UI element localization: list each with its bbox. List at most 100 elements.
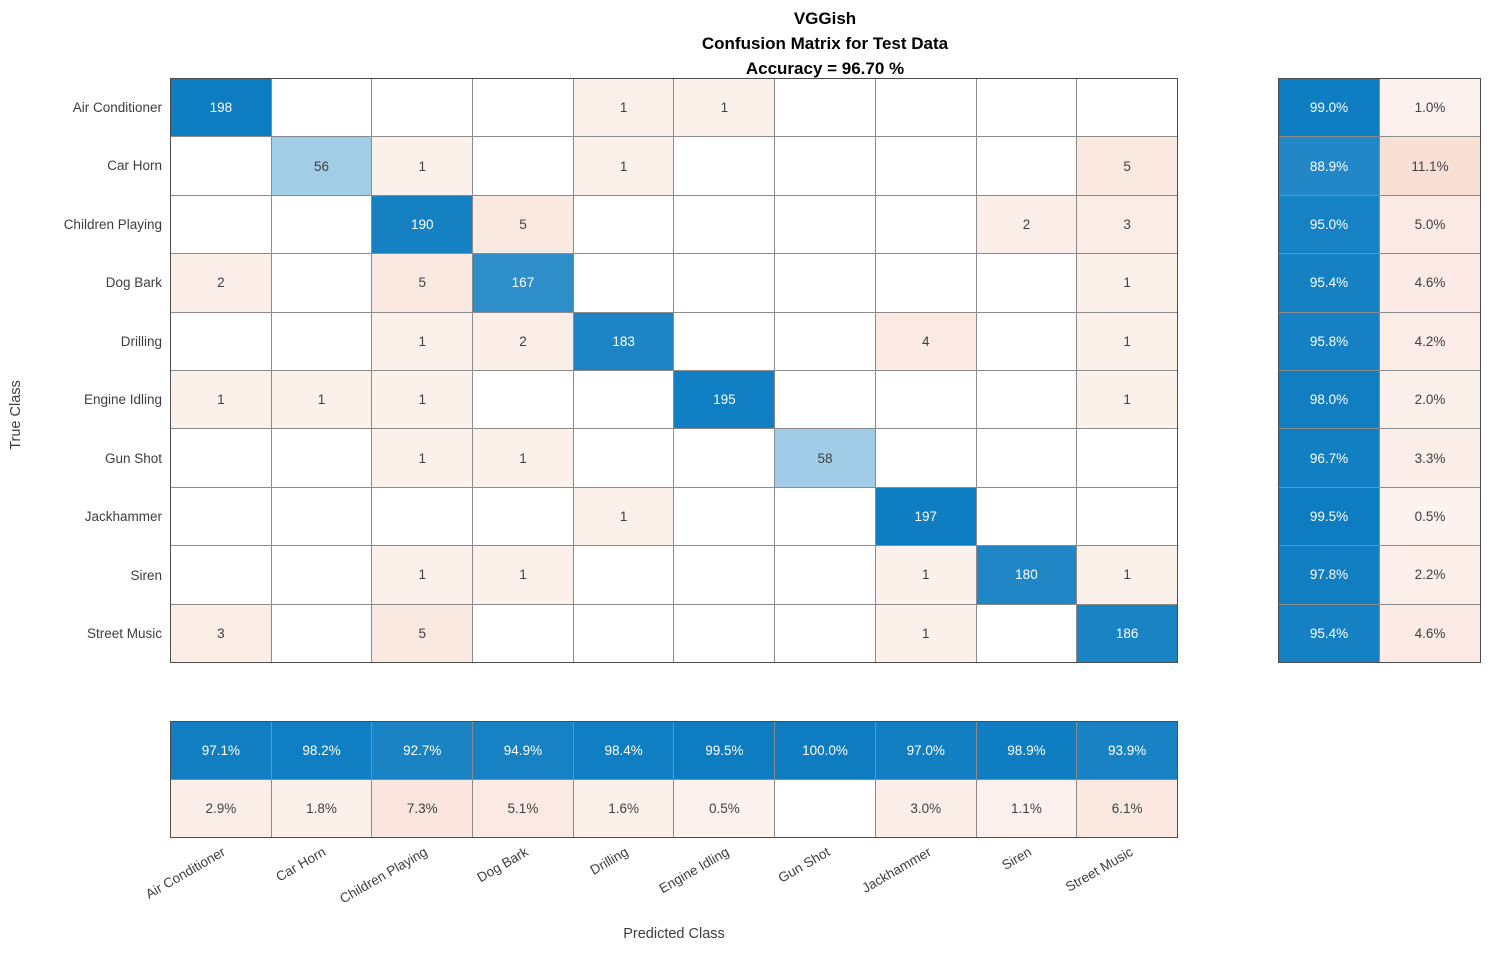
matrix-cell: 1 xyxy=(271,371,372,429)
matrix-cell xyxy=(271,195,372,254)
matrix-cell: 180 xyxy=(976,546,1077,604)
row-summary-incorrect-cell: 4.6% xyxy=(1380,604,1480,662)
matrix-cell xyxy=(875,429,976,487)
y-tick-label: Dog Bark xyxy=(105,275,162,291)
matrix-cell xyxy=(473,487,573,546)
matrix-cell xyxy=(171,137,271,195)
matrix-cell: 167 xyxy=(473,254,573,312)
matrix-cell: 3 xyxy=(1077,195,1177,254)
matrix-cell xyxy=(573,546,674,604)
matrix-cell: 1 xyxy=(372,429,473,487)
matrix-cell xyxy=(775,79,875,137)
matrix-cell: 195 xyxy=(674,371,775,429)
matrix-cell xyxy=(976,429,1077,487)
matrix-cell: 2 xyxy=(976,195,1077,254)
matrix-cell: 56 xyxy=(271,137,372,195)
x-tick-label: Car Horn xyxy=(273,844,329,885)
matrix-cell: 5 xyxy=(1077,137,1177,195)
matrix-cell: 4 xyxy=(875,312,976,370)
matrix-cell xyxy=(775,137,875,195)
matrix-cell: 186 xyxy=(1077,604,1177,662)
col-summary-correct-cell: 98.2% xyxy=(271,722,372,779)
matrix-cell xyxy=(271,604,372,662)
matrix-cell xyxy=(775,371,875,429)
matrix-cell xyxy=(875,371,976,429)
matrix-cell: 1 xyxy=(372,312,473,370)
matrix-cell xyxy=(674,312,775,370)
matrix-cell xyxy=(976,487,1077,546)
matrix-cell xyxy=(573,604,674,662)
matrix-cell xyxy=(875,195,976,254)
matrix-cell xyxy=(171,312,271,370)
matrix-cell: 190 xyxy=(372,195,473,254)
matrix-cell: 1 xyxy=(573,137,674,195)
matrix-cell xyxy=(473,604,573,662)
row-summary-correct-cell: 95.4% xyxy=(1279,604,1379,662)
row-summary-incorrect-cell: 4.2% xyxy=(1380,312,1480,370)
row-summary-correct-cell: 98.0% xyxy=(1279,371,1379,429)
matrix-cell: 5 xyxy=(372,254,473,312)
row-summary-incorrect-cell: 5.0% xyxy=(1380,195,1480,254)
matrix-cell xyxy=(976,137,1077,195)
matrix-cell xyxy=(674,487,775,546)
matrix-cell: 1 xyxy=(573,79,674,137)
matrix-cell: 1 xyxy=(875,546,976,604)
x-tick-label: Dog Bark xyxy=(474,844,531,886)
y-tick-label: Gun Shot xyxy=(104,450,162,466)
col-summary-correct-cell: 93.9% xyxy=(1077,722,1177,779)
y-axis-label: True Class xyxy=(8,380,24,450)
x-tick-label: Jackhammer xyxy=(859,844,934,896)
col-summary-incorrect-cell: 7.3% xyxy=(372,780,473,837)
x-tick-label: Street Music xyxy=(1062,844,1136,895)
chart-title: VGGish Confusion Matrix for Test Data Ac… xyxy=(170,6,1480,81)
matrix-cell xyxy=(573,371,674,429)
matrix-cell xyxy=(271,429,372,487)
matrix-cell xyxy=(573,254,674,312)
col-summary-correct-cell: 97.1% xyxy=(171,722,271,779)
matrix-cell xyxy=(271,79,372,137)
matrix-cell xyxy=(875,137,976,195)
col-summary-correct-cell: 98.9% xyxy=(976,722,1077,779)
y-tick-label: Drilling xyxy=(120,333,162,349)
col-summary-incorrect-cell: 6.1% xyxy=(1077,780,1177,837)
chart-title-model: VGGish xyxy=(793,9,857,28)
matrix-cell: 1 xyxy=(473,429,573,487)
matrix-cell xyxy=(271,254,372,312)
matrix-cell: 1 xyxy=(1077,371,1177,429)
row-summary-correct-cell: 99.5% xyxy=(1279,487,1379,546)
matrix-cell xyxy=(674,546,775,604)
col-summary-incorrect-cell: 1.6% xyxy=(573,780,674,837)
matrix-cell xyxy=(976,254,1077,312)
matrix-cell xyxy=(674,604,775,662)
matrix-cell: 2 xyxy=(171,254,271,312)
row-summary-incorrect-cell: 2.0% xyxy=(1380,371,1480,429)
matrix-cell: 1 xyxy=(372,371,473,429)
x-tick-label: Air Conditioner xyxy=(143,844,228,902)
y-tick-label: Street Music xyxy=(86,626,162,642)
col-summary-correct-cell: 100.0% xyxy=(775,722,875,779)
matrix-cell xyxy=(976,371,1077,429)
chart-title-accuracy: Accuracy = 96.70 % xyxy=(745,59,905,78)
matrix-cell xyxy=(775,487,875,546)
row-summary-correct-cell: 88.9% xyxy=(1279,137,1379,195)
x-tick-label: Drilling xyxy=(587,844,632,878)
matrix-cell xyxy=(976,604,1077,662)
matrix-cell: 1 xyxy=(573,487,674,546)
matrix-cell xyxy=(775,546,875,604)
matrix-cell: 197 xyxy=(875,487,976,546)
y-tick-label: Children Playing xyxy=(63,216,162,232)
matrix-cell: 1 xyxy=(372,137,473,195)
row-summary-correct-cell: 97.8% xyxy=(1279,546,1379,604)
y-tick-label: Engine Idling xyxy=(83,392,162,408)
matrix-cell xyxy=(171,546,271,604)
col-summary-correct-cell: 97.0% xyxy=(875,722,976,779)
matrix-cell xyxy=(1077,429,1177,487)
row-summary-correct-cell: 95.4% xyxy=(1279,254,1379,312)
x-axis-label: Predicted Class xyxy=(623,926,725,942)
matrix-cell xyxy=(171,487,271,546)
matrix-cell: 1 xyxy=(372,546,473,604)
matrix-cell xyxy=(271,487,372,546)
matrix-cell xyxy=(875,79,976,137)
matrix-cell: 1 xyxy=(674,79,775,137)
matrix-cell: 1 xyxy=(1077,546,1177,604)
